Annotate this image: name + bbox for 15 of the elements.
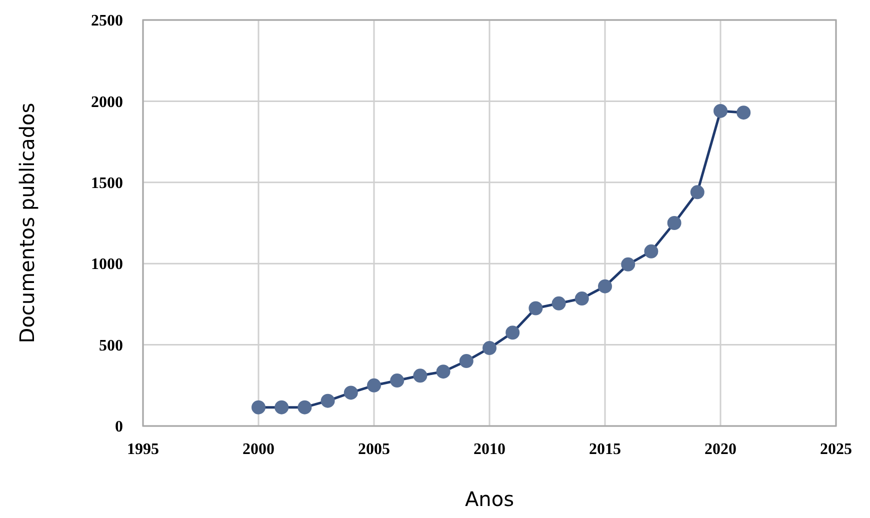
x-tick-label: 2015 <box>589 441 621 458</box>
y-tick-label: 2000 <box>91 94 123 111</box>
x-tick-label: 2005 <box>358 441 390 458</box>
x-tick-label: 2000 <box>242 441 274 458</box>
y-tick-label: 500 <box>99 337 123 354</box>
y-tick-label: 2500 <box>91 12 123 30</box>
y-axis-title: Documentos publicados <box>15 102 39 344</box>
x-tick-label: 2025 <box>820 441 852 458</box>
x-tick-label: 2010 <box>474 441 506 458</box>
y-tick-label: 1000 <box>91 256 123 274</box>
x-tick-label: 1995 <box>127 441 159 458</box>
x-axis-title: Anos <box>464 487 514 511</box>
x-tick-label: 2020 <box>704 441 736 458</box>
y-tick-label: 0 <box>115 418 123 436</box>
y-tick-label: 1500 <box>91 175 123 192</box>
